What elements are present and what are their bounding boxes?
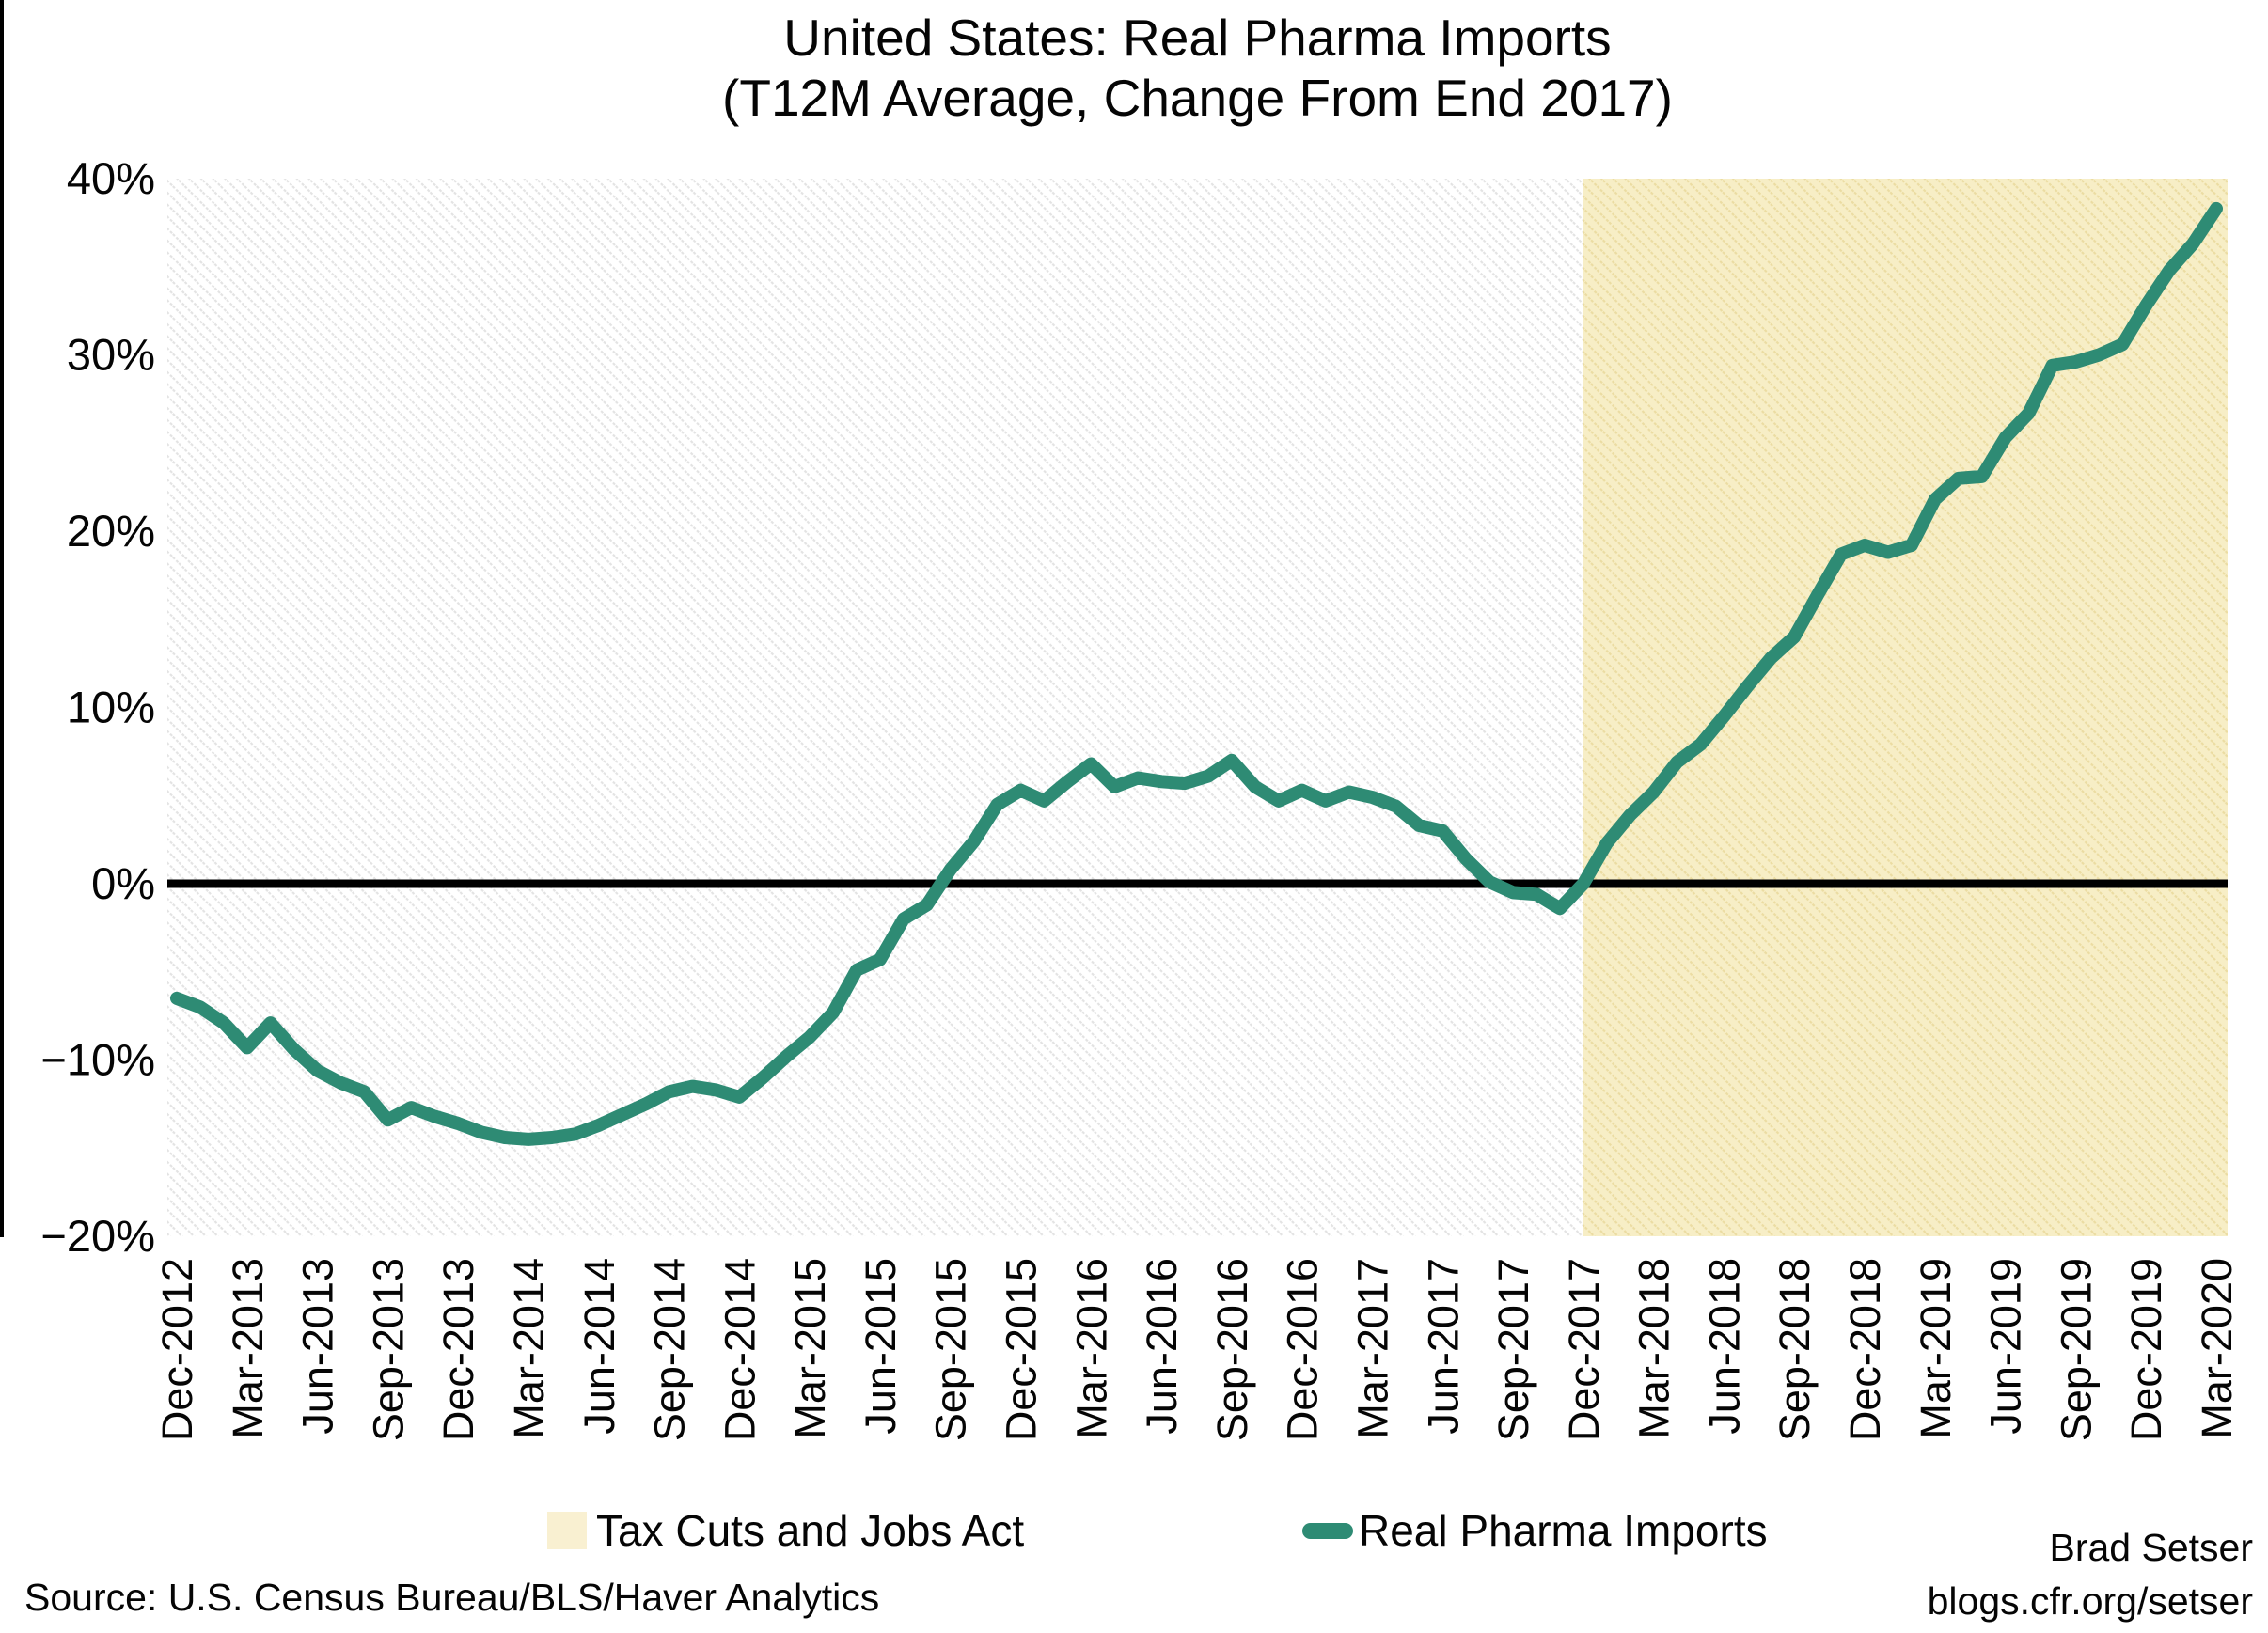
pharma-line-swatch xyxy=(1302,1522,1353,1539)
x-tick-label: Mar-2020 xyxy=(2193,1258,2241,1439)
tcja-shaded-band xyxy=(1583,179,2228,1236)
x-tick-label: Dec-2015 xyxy=(998,1258,1046,1441)
x-tick-label: Jun-2013 xyxy=(294,1258,342,1435)
axis-group xyxy=(0,0,2228,1237)
x-tick-label: Dec-2013 xyxy=(434,1258,482,1441)
x-tick-label: Dec-2018 xyxy=(1841,1258,1889,1441)
x-tick-label: Dec-2014 xyxy=(716,1258,764,1441)
pharma-imports-line xyxy=(170,201,2223,1146)
x-tick-label: Dec-2016 xyxy=(1279,1258,1327,1441)
x-tick-label: Mar-2019 xyxy=(1912,1258,1960,1439)
author-credit: Brad Setser xyxy=(2049,1526,2254,1569)
x-tick-label: Sep-2018 xyxy=(1771,1258,1819,1441)
credit-block: Brad Setser blogs.cfr.org/setser xyxy=(1928,1521,2253,1628)
x-tick-label: Mar-2016 xyxy=(1067,1258,1115,1439)
tcja-band-swatch xyxy=(547,1512,587,1549)
y-tick-label: −10% xyxy=(40,1035,155,1085)
y-tick-label: 0% xyxy=(91,858,155,908)
legend-label-tcja: Tax Cuts and Jobs Act xyxy=(596,1506,1025,1555)
x-tick-label: Jun-2019 xyxy=(1982,1258,2030,1435)
x-tick-label: Sep-2016 xyxy=(1208,1258,1256,1441)
x-tick-label: Dec-2019 xyxy=(2122,1258,2170,1441)
legend-item-pharma: Real Pharma Imports xyxy=(1302,1506,1768,1555)
x-tick-label: Sep-2013 xyxy=(364,1258,412,1441)
data-line-group xyxy=(170,201,2223,1146)
chart-title-line1: United States: Real Pharma Imports xyxy=(783,8,1612,67)
x-tick-label: Mar-2015 xyxy=(786,1258,834,1439)
legend-label-pharma: Real Pharma Imports xyxy=(1359,1506,1768,1555)
y-tick-label: 20% xyxy=(67,506,155,556)
x-tick-label: Sep-2014 xyxy=(646,1258,694,1441)
chart-title-line2: (T12M Average, Change From End 2017) xyxy=(722,69,1673,127)
x-tick-label: Jun-2018 xyxy=(1700,1258,1748,1435)
y-tick-label: −20% xyxy=(40,1211,155,1261)
x-tick-label: Jun-2015 xyxy=(857,1258,905,1435)
chart-title-block: United States: Real Pharma Imports (T12M… xyxy=(167,8,2228,128)
source-note: Source: U.S. Census Bureau/BLS/Haver Ana… xyxy=(24,1576,880,1619)
x-tick-label: Mar-2018 xyxy=(1630,1258,1678,1439)
y-tick-label: 30% xyxy=(67,330,155,380)
x-tick-label: Jun-2014 xyxy=(575,1258,623,1435)
y-tick-label: 40% xyxy=(67,153,155,203)
tcja-band-group xyxy=(1583,179,2228,1236)
x-tick-label: Sep-2015 xyxy=(927,1258,975,1441)
left-border-line xyxy=(0,0,4,1237)
x-tick-label: Sep-2019 xyxy=(2052,1258,2100,1441)
x-tick-label: Sep-2017 xyxy=(1489,1258,1537,1441)
x-tick-label: Jun-2016 xyxy=(1138,1258,1186,1435)
y-axis-labels-group: 40% 30% 20% 10% 0% −10% −20% xyxy=(40,153,155,1261)
x-tick-label: Mar-2014 xyxy=(505,1258,553,1439)
y-tick-label: 10% xyxy=(67,683,155,732)
x-tick-label: Dec-2017 xyxy=(1560,1258,1608,1441)
x-tick-label: Dec-2012 xyxy=(153,1258,201,1441)
x-tick-label: Mar-2013 xyxy=(224,1258,272,1439)
x-tick-label: Mar-2017 xyxy=(1349,1258,1397,1439)
legend-item-tcja: Tax Cuts and Jobs Act xyxy=(547,1506,1024,1555)
site-credit: blogs.cfr.org/setser xyxy=(1927,1579,2253,1623)
x-tick-label: Jun-2017 xyxy=(1419,1258,1467,1435)
x-axis-labels-group: Dec-2012 Mar-2013 Jun-2013 Sep-2013 Dec-2013… xyxy=(153,1258,2241,1441)
legend: Tax Cuts and Jobs Act Real Pharma Import… xyxy=(0,1506,2268,1555)
